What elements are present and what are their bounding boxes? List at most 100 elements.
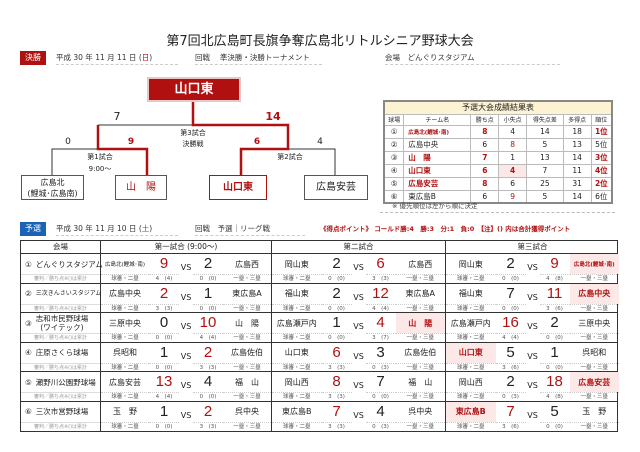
game-cell: 三原中央 0 VS 10 山 陽球審・二塁 0 (0) 4 (4) 一塁・三塁: [101, 313, 272, 342]
points-2: 3 (6): [539, 303, 570, 313]
umpire-2: 一塁・三塁: [223, 303, 271, 313]
vs-label: VS: [353, 381, 364, 390]
standings-row: ④ 山口東 6 4 7 11 4位: [383, 163, 613, 178]
umpire-2: 一塁・三塁: [569, 362, 619, 372]
points-1: 4 (4): [149, 392, 179, 401]
team-2: 広島西: [408, 259, 433, 269]
game-cell: 広島瀬戸内 16 VS 2 三原中央 球審・二塁 4 (4) 0 (0) 一塁・三塁: [446, 313, 619, 342]
standings-cell: ④: [383, 163, 405, 178]
points-2: 3 (3): [193, 362, 223, 372]
score-2: 7: [376, 373, 385, 390]
venue-name: ① どんぐりスタジアム: [21, 254, 103, 274]
prelim-row: ⑤ 瀬野川公園野球場 審判／勝ち点※()は累計 広島安芸 13 VS 4 福 山球審・二塁 4 …: [21, 372, 619, 402]
game-cell: 山口東 5 VS 1 呉昭和 球審・二塁 3 (6) 0 (0) 一塁・三塁: [446, 342, 619, 372]
standings-cell: 4位: [590, 163, 613, 178]
standings-header: 多得点: [562, 113, 592, 126]
points-1: 3 (3): [321, 392, 352, 401]
venue-sub-label: 審判／勝ち点※()は累計: [21, 392, 100, 401]
venue-sub-label: 審判／勝ち点※()は累計: [21, 303, 100, 313]
standings-cell: 1: [498, 150, 528, 165]
standings-cell: 9: [498, 189, 528, 204]
prelim-row: ⑥ 三次市営野球場 審判／勝ち点※()は累計玉 野 1 VS 2 呉中央 球審・二塁 0 (0)…: [21, 401, 619, 432]
standings-cell: 6位: [590, 189, 613, 204]
standings-header: チーム名: [403, 113, 472, 126]
team-1: 東広島B: [446, 401, 496, 422]
points-1: 0 (0): [149, 422, 179, 431]
standings-cell: 広島中央: [403, 137, 472, 152]
standings-row: ② 広島中央 6 8 5 13 5位: [383, 137, 613, 152]
team-2: 呉中央: [235, 407, 259, 417]
page-title: 第7回北広島町長旗争奪広島北リトルシニア野球大会: [166, 34, 474, 49]
standings-cell: 6: [498, 176, 528, 191]
standings-cell: 8: [498, 137, 528, 152]
standings-cell: 25: [526, 176, 564, 191]
score-1: 1: [159, 343, 169, 361]
score-2: 9: [550, 255, 559, 272]
team-box-hiroshima-kita: 広島北 (鯉城･広島南): [21, 175, 84, 200]
umpire-2: 一塁・三塁: [395, 392, 445, 401]
score-1: 1: [332, 314, 341, 331]
venue-cell: ⑥ 三次市営野球場 審判／勝ち点※()は累計: [21, 401, 101, 431]
umpire-2: 一塁・三塁: [395, 422, 445, 431]
points-1: 3 (3): [149, 303, 179, 313]
standings-cell: 11: [562, 163, 592, 178]
prelim-tag: 予選: [20, 222, 46, 236]
team-1: 山口東: [446, 342, 496, 363]
umpire-1: 球審・二塁: [272, 362, 322, 372]
prelim-date: 平成 30 年 11 月 10 日 (土): [56, 223, 178, 236]
standings-cell: 5: [526, 189, 564, 204]
team-2: 呉中央: [408, 407, 433, 417]
standings-row: ① 広島北(鯉城･南) 8 4 14 18 1位: [383, 124, 613, 139]
points-2: 3 (3): [193, 422, 223, 431]
standings-cell: 6: [470, 163, 500, 178]
label-g1-time: 9:00～: [88, 165, 112, 173]
venue-label: 三次市営野球場: [35, 407, 89, 417]
points-1: 0 (0): [495, 303, 526, 313]
final-tag: 決勝: [20, 51, 46, 65]
final-round: 回戦 準決勝・決勝トーナメント: [195, 52, 322, 65]
label-g3-sub: 決勝戦: [182, 140, 204, 148]
score-g3-left: 7: [113, 110, 121, 123]
score-1: 1: [159, 402, 169, 420]
venue-number: ②: [25, 289, 32, 298]
team-2: 玉 野: [582, 407, 607, 417]
umpire-1: 球審・二塁: [446, 362, 496, 372]
points-1: 3 (3): [321, 422, 352, 431]
standings-cell: 8: [470, 176, 500, 191]
standings-cell: 広島安芸: [403, 176, 472, 191]
points-2: 3 (3): [365, 274, 396, 283]
venue-name: ③ 志和市民野球場 (ワイテック): [21, 313, 100, 333]
game-cell: 東広島B 7 VS 5 玉 野球審・二塁 3 (6) 0 (0) 一塁・三塁: [446, 401, 619, 432]
header-game2: 第二試合: [272, 241, 446, 253]
vs-label: VS: [353, 410, 364, 420]
points-1: 0 (0): [321, 303, 352, 313]
team-2: 広島西: [235, 259, 259, 269]
umpire-1: 球審・二塁: [446, 333, 496, 342]
standings-header: 球場: [383, 113, 405, 126]
venue-cell: ② 三次きんさいスタジアム 審判／勝ち点※()は累計: [21, 283, 101, 313]
umpire-2: 一塁・三塁: [395, 303, 445, 313]
game-cell: 岡山西 2 VS 18 広島安芸 球審・二塁 0 (3) 4 (8) 一塁・三塁: [446, 372, 619, 401]
vs-label: VS: [353, 292, 364, 302]
team-2: 山 陽: [395, 313, 445, 333]
score-2: 18: [546, 373, 563, 390]
standings-cell: 6: [470, 137, 500, 152]
points-1: 4 (4): [495, 333, 526, 342]
standings-cell: 山 陽: [403, 150, 472, 165]
game-cell: 岡山東 2 VS 9 広島北(鯉城･南) 球審・二塁 0 (0) 4 (8) 一塁・三塁: [446, 254, 619, 283]
standings-cell: 31: [562, 176, 592, 191]
team-2: 広島中央: [569, 283, 619, 304]
standings-cell: 14: [562, 189, 592, 204]
standings-note: ※ 優先順位は左から順に決定: [392, 202, 478, 210]
game-cell: 広島中央 2 VS 1 東広島A 球審・二塁 3 (3) 0 (0) 一塁・三塁: [101, 283, 272, 313]
score-2: 11: [546, 284, 563, 302]
game-cell: 呉昭和 1 VS 2 広島佐伯 球審・二塁 0 (0) 3 (3) 一塁・三塁: [101, 342, 272, 372]
team-1: 三原中央: [109, 318, 141, 328]
standings-cell: 14: [526, 124, 564, 139]
points-1: 0 (3): [495, 392, 526, 401]
team-1: 岡山西: [458, 377, 483, 387]
points-1: 3 (6): [495, 422, 526, 431]
standings-cell: 13: [562, 137, 592, 152]
score-1: 2: [506, 373, 515, 390]
vs-label: VS: [527, 351, 538, 361]
